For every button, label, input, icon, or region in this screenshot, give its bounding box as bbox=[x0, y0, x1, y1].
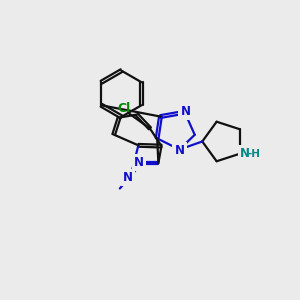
Text: Cl: Cl bbox=[117, 102, 130, 115]
Text: -H: -H bbox=[247, 149, 260, 159]
Text: N: N bbox=[123, 171, 133, 184]
Text: N: N bbox=[181, 105, 190, 118]
Text: N: N bbox=[240, 147, 250, 160]
Text: N: N bbox=[175, 144, 184, 157]
Text: N: N bbox=[134, 156, 144, 169]
